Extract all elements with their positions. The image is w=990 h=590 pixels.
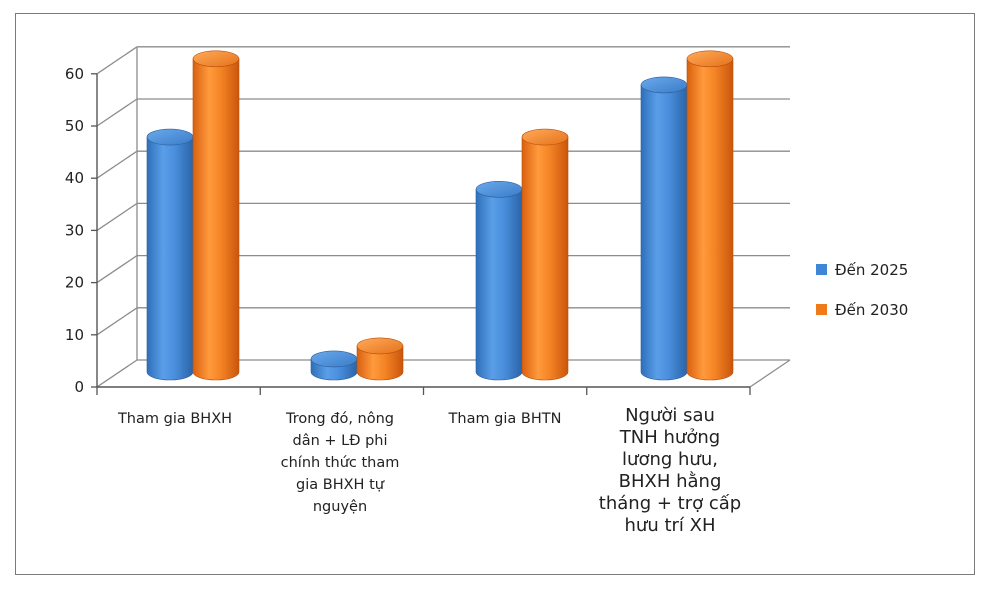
bar-body xyxy=(146,136,194,381)
legend-item: Đến 2030 xyxy=(816,301,908,319)
x-tick-label-line: chính thức tham xyxy=(281,455,400,471)
legend-swatch xyxy=(816,264,827,275)
gridline-side xyxy=(96,202,138,231)
legend-item: Đến 2025 xyxy=(816,261,908,279)
bar-top xyxy=(310,350,358,368)
bar-top xyxy=(521,128,569,146)
bars xyxy=(146,50,734,381)
x-tick-label-line: Tham gia BHXH xyxy=(117,411,232,427)
y-tick-label: 30 xyxy=(65,221,84,239)
y-tick-label: 10 xyxy=(65,326,84,344)
x-tick-label: Người sau TNH hưởng lương hưu, BHXH hằng thá… xyxy=(599,405,741,536)
x-tick-label-line: Trong đó, nông xyxy=(285,411,394,427)
bar-body xyxy=(640,84,688,381)
bar-body xyxy=(356,345,404,381)
x-tick-label-line: TNH hưởng xyxy=(619,427,720,448)
gridline-side xyxy=(96,307,138,336)
x-axis-labels: Tham gia BHXH Trong đó, nông dân + LĐ phi c… xyxy=(117,405,741,536)
gridline-side xyxy=(96,255,138,284)
x-tick-label: Tham gia BHXH xyxy=(117,411,232,427)
x-tick-label-line: tháng + trợ cấp xyxy=(599,493,741,514)
y-axis: 0 10 20 30 40 50 60 xyxy=(65,65,751,396)
x-tick-label-line: lương hưu, xyxy=(622,449,718,470)
x-tick-label-line: BHXH hằng xyxy=(619,471,722,492)
y-tick-label: 40 xyxy=(65,169,84,187)
x-tick-label-line: nguyện xyxy=(313,499,367,515)
x-tick-label-line: hưu trí XH xyxy=(625,515,716,536)
bar xyxy=(192,50,240,381)
y-tick-label: 0 xyxy=(74,378,84,396)
x-tick-label: Trong đó, nông dân + LĐ phi chính thức tha… xyxy=(281,411,400,515)
bar xyxy=(686,50,734,381)
bar-body xyxy=(521,136,569,381)
y-tick-label: 20 xyxy=(65,274,84,292)
x-tick-label-line: dân + LĐ phi xyxy=(293,433,388,449)
bar-top xyxy=(356,337,404,355)
y-tick-label: 60 xyxy=(65,65,84,83)
floor-right-edge xyxy=(749,359,791,388)
bar-top xyxy=(192,50,240,68)
bar-top xyxy=(146,128,194,146)
gridline-side xyxy=(96,98,138,127)
bar xyxy=(521,128,569,381)
bar xyxy=(310,350,358,381)
bar xyxy=(146,128,194,381)
x-tick-label-line: Tham gia BHTN xyxy=(448,411,562,427)
gridline-side xyxy=(96,46,138,75)
legend-label: Đến 2025 xyxy=(835,261,908,279)
bar-body xyxy=(475,189,523,381)
gridline-side xyxy=(96,150,138,179)
bar-top xyxy=(640,76,688,94)
x-tick-label-line: gia BHXH tự xyxy=(296,477,385,493)
x-tick-label: Tham gia BHTN xyxy=(448,411,562,427)
gridline-side xyxy=(96,359,138,388)
bar-body xyxy=(686,58,734,381)
bar-body xyxy=(192,58,240,381)
legend-label: Đến 2030 xyxy=(835,301,908,319)
bar xyxy=(356,337,404,381)
x-tick-label-line: Người sau xyxy=(625,405,715,426)
bar xyxy=(475,181,523,381)
legend: Đến 2025 Đến 2030 xyxy=(816,261,908,319)
bar xyxy=(640,76,688,381)
bar-top xyxy=(475,181,523,198)
legend-swatch xyxy=(816,304,827,315)
bar-top xyxy=(686,50,734,68)
y-tick-label: 50 xyxy=(65,117,84,135)
